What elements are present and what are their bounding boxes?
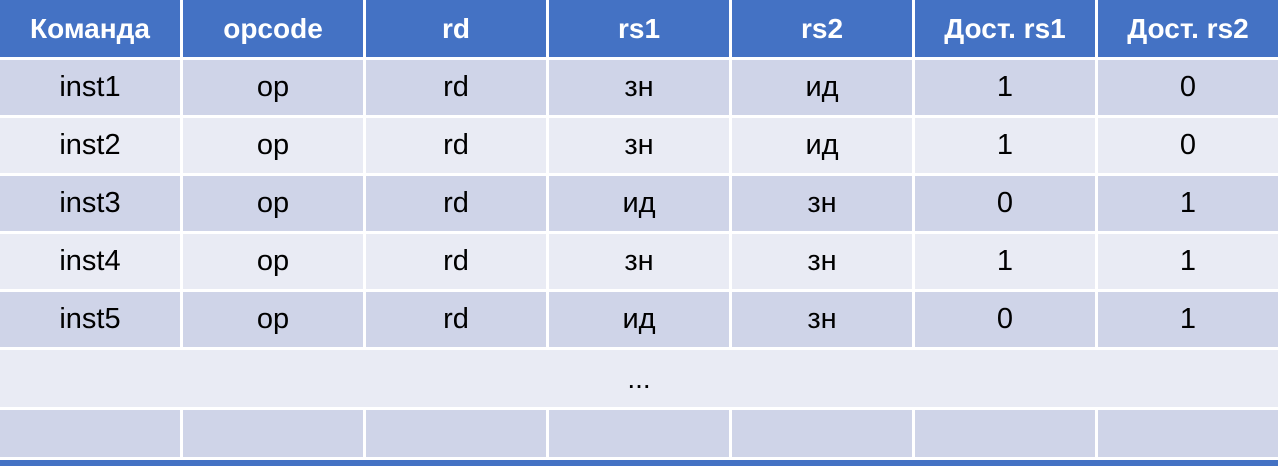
table-row-inst5: inst5 op rd ид зн 0 1 <box>0 292 1278 347</box>
col-header-rs2: rs2 <box>732 0 912 57</box>
cell-inst4-rd: rd <box>366 234 546 289</box>
cell-inst2-avail-rs1: 1 <box>915 118 1095 173</box>
cell-inst1-command: inst1 <box>0 60 180 115</box>
cell-inst3-command: inst3 <box>0 176 180 231</box>
table-header-row: Команда opcode rd rs1 rs2 Дост. rs1 Дост… <box>0 0 1278 57</box>
cell-inst2-rs2: ид <box>732 118 912 173</box>
cell-inst2-avail-rs2: 0 <box>1098 118 1278 173</box>
cell-inst2-rs1: зн <box>549 118 729 173</box>
empty-cell-rs1 <box>549 410 729 457</box>
cell-inst2-command: inst2 <box>0 118 180 173</box>
cell-inst4-opcode: op <box>183 234 363 289</box>
col-header-rd: rd <box>366 0 546 57</box>
cell-inst3-avail-rs1: 0 <box>915 176 1095 231</box>
table-row-empty <box>0 410 1278 457</box>
cell-inst2-rd: rd <box>366 118 546 173</box>
cell-inst4-rs2: зн <box>732 234 912 289</box>
cell-inst5-avail-rs2: 1 <box>1098 292 1278 347</box>
cell-inst1-opcode: op <box>183 60 363 115</box>
table-row-inst1: inst1 op rd зн ид 1 0 <box>0 60 1278 115</box>
cell-inst1-rd: rd <box>366 60 546 115</box>
cell-inst5-rd: rd <box>366 292 546 347</box>
cell-inst5-opcode: op <box>183 292 363 347</box>
cell-inst1-rs2: ид <box>732 60 912 115</box>
cell-inst4-command: inst4 <box>0 234 180 289</box>
empty-cell-avail-rs1 <box>915 410 1095 457</box>
empty-cell-avail-rs2 <box>1098 410 1278 457</box>
cell-inst5-command: inst5 <box>0 292 180 347</box>
table-row-ellipsis: ... <box>0 350 1278 407</box>
cell-inst3-rs1: ид <box>549 176 729 231</box>
cutoff-next-row-strip <box>0 460 1278 466</box>
cell-inst5-avail-rs1: 0 <box>915 292 1095 347</box>
col-header-avail-rs2: Дост. rs2 <box>1098 0 1278 57</box>
col-header-command: Команда <box>0 0 180 57</box>
cell-inst2-opcode: op <box>183 118 363 173</box>
cell-inst1-rs1: зн <box>549 60 729 115</box>
ellipsis-cell: ... <box>0 350 1278 407</box>
cell-inst5-rs2: зн <box>732 292 912 347</box>
empty-cell-opcode <box>183 410 363 457</box>
cell-inst5-rs1: ид <box>549 292 729 347</box>
empty-cell-rs2 <box>732 410 912 457</box>
table-row-inst4: inst4 op rd зн зн 1 1 <box>0 234 1278 289</box>
cell-inst1-avail-rs2: 0 <box>1098 60 1278 115</box>
table-row-inst3: inst3 op rd ид зн 0 1 <box>0 176 1278 231</box>
cell-inst4-avail-rs2: 1 <box>1098 234 1278 289</box>
cell-inst3-rs2: зн <box>732 176 912 231</box>
table-row-inst2: inst2 op rd зн ид 1 0 <box>0 118 1278 173</box>
cell-inst1-avail-rs1: 1 <box>915 60 1095 115</box>
cell-inst4-rs1: зн <box>549 234 729 289</box>
cell-inst3-rd: rd <box>366 176 546 231</box>
col-header-avail-rs1: Дост. rs1 <box>915 0 1095 57</box>
col-header-rs1: rs1 <box>549 0 729 57</box>
empty-cell-command <box>0 410 180 457</box>
cell-inst3-avail-rs2: 1 <box>1098 176 1278 231</box>
cell-inst3-opcode: op <box>183 176 363 231</box>
cell-inst4-avail-rs1: 1 <box>915 234 1095 289</box>
empty-cell-rd <box>366 410 546 457</box>
col-header-opcode: opcode <box>183 0 363 57</box>
